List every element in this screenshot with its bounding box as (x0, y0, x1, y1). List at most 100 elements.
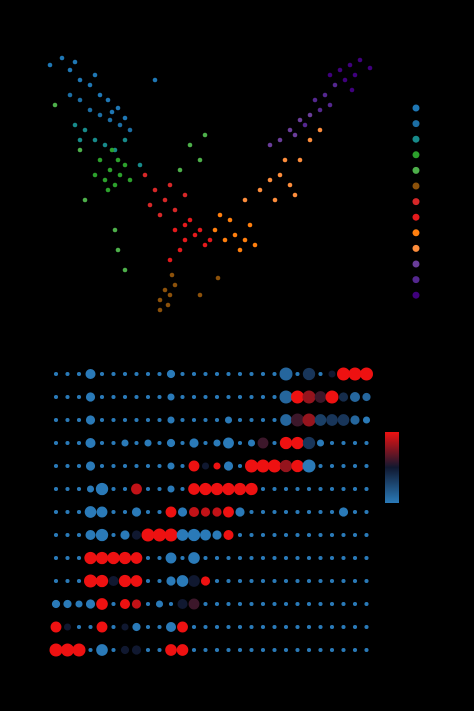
point (237, 247, 243, 253)
dot (95, 482, 109, 496)
dot (157, 440, 162, 446)
point (287, 182, 293, 188)
dot (272, 417, 277, 423)
dot (213, 439, 221, 447)
dot (283, 578, 289, 584)
point (207, 237, 213, 243)
dot (53, 417, 59, 423)
point (157, 212, 163, 218)
dot (214, 371, 220, 377)
dot (65, 417, 70, 423)
dot (76, 624, 82, 630)
point (349, 87, 355, 93)
dot (122, 509, 128, 515)
dot (145, 555, 151, 561)
dot (306, 509, 312, 515)
dot (291, 436, 304, 450)
point (337, 67, 343, 73)
dot (295, 555, 300, 561)
dot (329, 463, 335, 469)
dot (214, 578, 220, 584)
dot (144, 439, 152, 447)
point (242, 197, 248, 203)
point (212, 227, 218, 233)
dot (214, 417, 220, 423)
point (82, 127, 88, 133)
dot (291, 390, 304, 404)
dot (318, 555, 323, 561)
dot (283, 647, 289, 653)
point (302, 122, 308, 128)
dot (260, 371, 266, 377)
dot (364, 509, 369, 515)
dot (302, 367, 316, 381)
legend-marker (412, 166, 420, 174)
dot (257, 437, 269, 449)
dot (63, 599, 72, 609)
dot (295, 509, 300, 515)
dot (157, 647, 162, 653)
dot (272, 624, 277, 630)
dot (96, 644, 108, 656)
point (172, 207, 178, 213)
dot (120, 530, 130, 540)
dot (166, 576, 176, 586)
dot (237, 578, 243, 584)
dot (76, 394, 82, 400)
dot (249, 555, 254, 561)
dot (76, 440, 82, 446)
dot (214, 601, 220, 607)
point (227, 217, 233, 223)
dot (85, 461, 96, 471)
legend-marker (412, 198, 420, 206)
dot (176, 575, 189, 587)
dot (212, 530, 222, 540)
dot (76, 532, 82, 538)
dot (237, 555, 243, 561)
dot (364, 532, 369, 538)
dot (249, 532, 254, 538)
dot (65, 371, 70, 377)
dot (203, 601, 208, 607)
point (117, 172, 123, 178)
dot (306, 555, 312, 561)
dot (212, 507, 222, 517)
point (247, 222, 253, 228)
dot (352, 463, 358, 469)
dot (341, 601, 346, 607)
dot (203, 555, 208, 561)
dot (177, 621, 188, 633)
dot (122, 394, 128, 400)
point (122, 137, 128, 143)
legend-marker (412, 104, 420, 112)
dot (237, 647, 243, 653)
point (312, 97, 318, 103)
point (127, 177, 133, 183)
dot (180, 486, 185, 492)
dot (272, 440, 277, 446)
legend-marker (412, 120, 420, 128)
dot (53, 463, 59, 469)
dot (121, 439, 129, 447)
dot (84, 506, 97, 518)
point (272, 197, 278, 203)
dot (76, 509, 82, 515)
dot (111, 463, 116, 469)
dot (111, 624, 116, 630)
point (112, 182, 118, 188)
dot (302, 413, 316, 427)
dot (306, 624, 312, 630)
dot (134, 463, 139, 469)
dot (145, 601, 151, 607)
point (277, 172, 283, 178)
point (222, 237, 228, 243)
dot (188, 460, 200, 472)
dot (157, 555, 162, 561)
point (215, 275, 221, 281)
dot (295, 371, 300, 377)
point (182, 192, 188, 198)
dot (191, 624, 197, 630)
dot (295, 624, 300, 630)
dot (364, 624, 369, 630)
legend-marker (412, 135, 420, 143)
